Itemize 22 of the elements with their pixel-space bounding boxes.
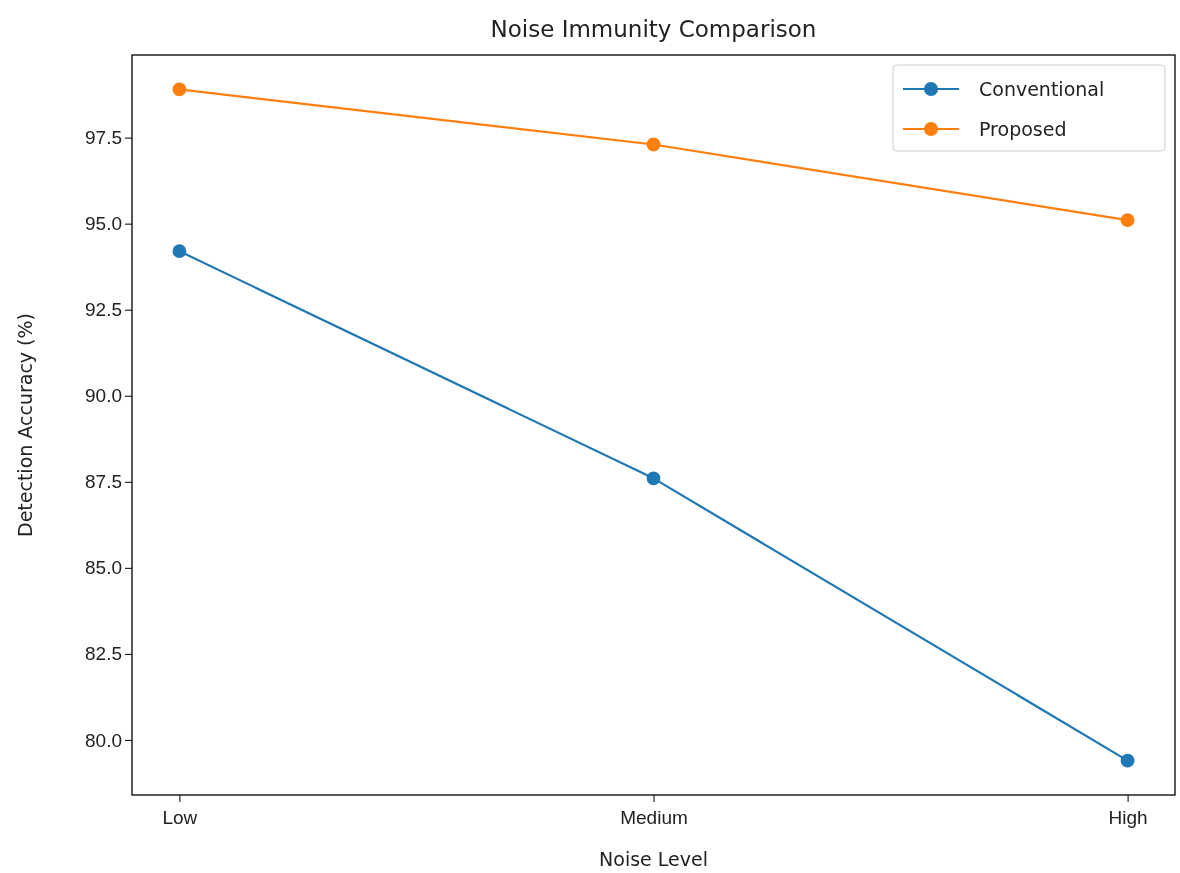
y-tick-label: 92.5 [85,299,122,321]
point [1120,213,1135,228]
y-tick-label: 80.0 [85,729,122,751]
legend-label: Conventional [979,78,1105,100]
y-axis-title: Detection Accuracy (%) [14,312,36,538]
x-axis-title: Noise Level [599,848,708,870]
y-tick-label: 85.0 [85,557,122,579]
y-tick-label: 95.0 [85,213,122,235]
x-tick-label: Medium [620,807,688,828]
x-tick-label: High [1108,807,1148,828]
legend-label: Proposed [979,118,1067,140]
y-tick-label: 97.5 [85,127,122,149]
point [1120,753,1135,768]
point [172,244,187,259]
y-tick-label: 90.0 [85,385,122,407]
y-tick-label: 87.5 [85,471,122,493]
point [646,471,661,486]
point [646,137,661,152]
point [172,82,187,97]
y-tick-label: 82.5 [85,643,122,665]
x-tick-label: Low [162,807,198,828]
chart-title: Noise Immunity Comparison [490,16,817,42]
